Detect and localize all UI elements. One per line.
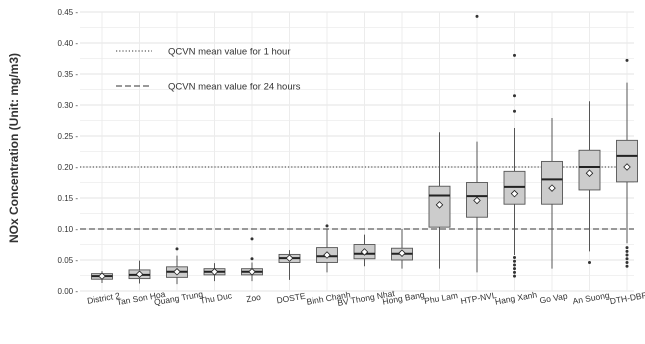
box-tan-son-hoa (128, 260, 151, 284)
box-htp-nvl (466, 14, 488, 273)
x-tick-label: DTH-DBP (609, 290, 645, 306)
y-tick-label: 0.40 - (58, 39, 79, 48)
outlier-point (625, 264, 629, 268)
y-tick-label: 0.45 - (58, 8, 79, 17)
mean-marker (360, 248, 369, 256)
outlier-point (513, 270, 516, 274)
box-hong-bang (391, 229, 413, 269)
mean-marker (210, 268, 219, 276)
outlier-point (625, 246, 629, 250)
x-tick-label: Phu Lam (423, 290, 458, 306)
box-district-2 (91, 271, 113, 283)
y-tick-label: 0.00 - (58, 287, 79, 296)
mean-marker (510, 189, 519, 198)
x-tick-label: Hang Xanh (494, 289, 538, 306)
mean-marker (623, 163, 631, 171)
legend: QCVN mean value for 1 hour QCVN mean valu… (116, 47, 301, 93)
y-tick-label: 0.20 - (58, 163, 79, 172)
outlier-point (625, 58, 629, 62)
outlier-point (625, 249, 629, 253)
x-tick-label: Zoo (245, 292, 261, 304)
outlier-point (175, 247, 179, 251)
y-axis-label: NOx Concentration (Unit: mg/m3) (7, 53, 21, 243)
legend-label: QCVN mean value for 1 hour (168, 47, 291, 58)
y-tick-label: 0.25 - (58, 132, 79, 141)
mean-marker (173, 268, 181, 276)
box-binh-chanh (316, 224, 338, 273)
outlier-point (513, 274, 516, 278)
x-tick-label: HTP-NVL (460, 290, 498, 306)
boxes (91, 14, 638, 285)
mean-marker (248, 268, 256, 276)
box-go-vap (541, 118, 563, 269)
outlier-point (250, 237, 254, 241)
legend-label: QCVN mean value for 24 hours (168, 82, 301, 93)
outlier-point (513, 256, 516, 260)
outlier-point (513, 53, 516, 57)
box-thu-duc (203, 263, 226, 282)
box-quang-trung (166, 247, 188, 285)
x-tick-label: An Suong (572, 290, 611, 306)
x-tick-label: Go Vap (539, 291, 569, 306)
mean-marker (585, 169, 594, 177)
outlier-point (625, 253, 629, 257)
box-phu-lam (428, 132, 451, 269)
outlier-point (513, 94, 516, 98)
box-bv-thong-nhat (353, 234, 376, 267)
gridlines (80, 11, 634, 292)
x-tick-label: DOSTE (276, 291, 307, 306)
box-hang-xanh (503, 53, 526, 278)
box-iqr (616, 139, 638, 183)
outlier-point (625, 260, 629, 264)
outlier-point (625, 257, 629, 261)
mean-marker (473, 196, 481, 205)
y-tick-label: 0.05 - (58, 256, 79, 265)
outlier-point (513, 259, 516, 263)
box-iqr (541, 160, 563, 205)
box-zoo (241, 237, 263, 282)
mean-marker (398, 249, 406, 257)
outlier-point (475, 14, 479, 18)
outlier-point (325, 224, 329, 228)
outlier-point (588, 260, 591, 264)
x-tick-label: Thu Duc (199, 290, 233, 306)
outlier-point (513, 109, 516, 113)
y-tick-label: 0.15 - (58, 194, 79, 203)
mean-marker (135, 270, 144, 279)
outlier-point (250, 257, 254, 261)
mean-marker (285, 254, 294, 262)
y-tick-label: 0.35 - (58, 70, 79, 79)
mean-marker (98, 272, 106, 280)
box-dth-dbp (616, 58, 638, 268)
y-tick-labels: 0.00 - 0.05 - 0.10 - 0.15 - 0.20 - 0.25 - 0.30… (58, 8, 79, 296)
box-doste (278, 250, 301, 280)
outlier-point (513, 263, 516, 267)
y-tick-label: 0.10 - (58, 225, 79, 234)
outlier-point (513, 267, 516, 271)
box-an-suong (578, 101, 601, 264)
mean-marker (548, 184, 556, 192)
y-tick-label: 0.30 - (58, 101, 79, 110)
mean-marker (323, 251, 331, 259)
mean-marker (435, 201, 444, 209)
